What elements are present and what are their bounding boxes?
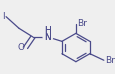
Text: H: H bbox=[44, 26, 51, 35]
Text: I: I bbox=[2, 12, 5, 21]
Text: N: N bbox=[44, 32, 51, 42]
Text: Br: Br bbox=[104, 56, 114, 65]
Circle shape bbox=[43, 34, 52, 40]
Text: O: O bbox=[17, 43, 24, 52]
Text: Br: Br bbox=[76, 19, 86, 28]
Text: H: H bbox=[44, 26, 51, 35]
Text: N: N bbox=[44, 32, 51, 42]
